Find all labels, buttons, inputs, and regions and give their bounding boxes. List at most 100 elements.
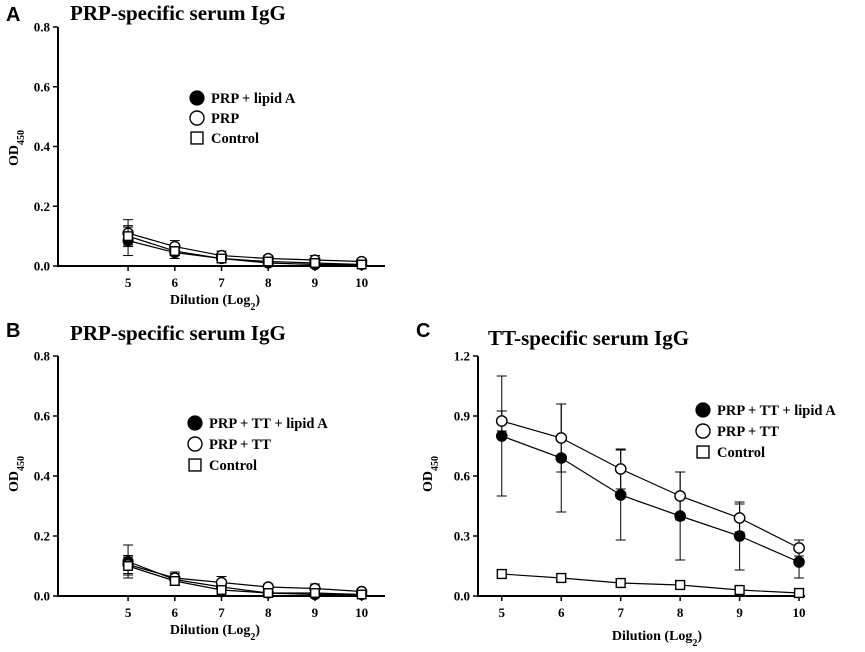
- panel-a-series-2: [123, 226, 367, 270]
- panel-b-legend: PRP + TT + lipid A PRP + TT Control: [187, 415, 328, 474]
- panel-c-title: TT-specific serum IgG: [488, 326, 689, 350]
- series-line: [501, 420, 800, 549]
- legend-marker: [695, 402, 711, 418]
- panel-a-plot: [122, 219, 368, 271]
- panel-c-y-tick-label: 0.0: [454, 589, 470, 604]
- panel-b-letter: B: [6, 320, 20, 342]
- panel-b-x-tick-label: 10: [355, 605, 368, 620]
- data-point: [169, 246, 180, 257]
- panel-b-x-label: Dilution (Log2): [170, 623, 261, 643]
- panel-a-x-label: Dilution (Log2): [170, 293, 261, 313]
- panel-b-y-label: OD450: [7, 456, 27, 492]
- panel-c-x-tick-label: 8: [677, 605, 684, 620]
- series-line: [127, 563, 362, 593]
- panel-b-y-tick-label: 0.2: [34, 529, 50, 544]
- legend-marker: [695, 423, 711, 439]
- data-point: [169, 576, 180, 586]
- data-point: [496, 568, 507, 580]
- panel-c-y-tick-label: 1.2: [454, 349, 470, 364]
- legend-item-1: PRP: [189, 110, 239, 127]
- panel-c-x-tick-label: 7: [617, 605, 624, 620]
- data-point: [793, 556, 805, 568]
- panel-c-y-tick-label: 0.3: [454, 529, 471, 544]
- legend-label: PRP + TT: [209, 437, 271, 453]
- data-point: [674, 490, 687, 502]
- panel-c-y-ticks: 0.0 0.3 0.6 0.9 1.2: [454, 349, 478, 604]
- series-line: [127, 235, 362, 266]
- panel-a-y-tick-label: 0.6: [34, 79, 51, 94]
- panel-b-y-tick-label: 0.0: [34, 589, 50, 604]
- panel-c-x-tick-label: 5: [499, 605, 506, 620]
- panel-b-axes: [57, 356, 385, 597]
- panel-a-axes: [57, 27, 385, 267]
- data-point: [123, 231, 134, 242]
- legend-item-2: Control: [188, 458, 257, 474]
- legend-marker: [187, 436, 203, 452]
- panel-c-axes: [477, 356, 805, 597]
- series-line: [127, 560, 362, 596]
- series-line: [501, 573, 800, 594]
- panel-a-x-tick-label: 10: [355, 275, 368, 290]
- series-line: [127, 240, 362, 266]
- data-point: [356, 589, 367, 600]
- legend-item-1: PRP + TT: [695, 423, 779, 440]
- panel-a-x-tick-label: 6: [172, 275, 179, 290]
- panel-a-letter: A: [6, 4, 20, 26]
- panel-a-title: PRP-specific serum IgG: [70, 1, 286, 25]
- panel-a-legend: PRP + lipid A PRP Control: [189, 90, 296, 147]
- panel-c-y-tick-label: 0.9: [454, 409, 471, 424]
- data-point: [123, 561, 134, 571]
- panel-b-y-tick-label: 0.4: [34, 469, 51, 484]
- data-point: [356, 259, 367, 270]
- data-point: [793, 587, 805, 599]
- panel-a-y-tick-label: 0.4: [34, 139, 51, 154]
- data-point: [309, 588, 320, 598]
- panel-c-plot: [495, 375, 805, 599]
- panel-c-letter: C: [416, 320, 430, 342]
- panel-c-x-tick-label: 10: [793, 605, 806, 620]
- legend-item-1: PRP + TT: [187, 436, 271, 453]
- data-point: [495, 415, 508, 427]
- legend-label: PRP: [211, 111, 239, 127]
- legend-marker: [187, 415, 203, 431]
- panel-a-y-tick-label: 0.8: [34, 20, 51, 35]
- panel-b-y-tick-label: 0.8: [34, 349, 51, 364]
- data-point: [734, 584, 745, 596]
- data-point: [615, 577, 626, 589]
- panel-b-x-tick-label: 5: [125, 605, 132, 620]
- data-point: [614, 463, 627, 475]
- data-point: [309, 258, 320, 268]
- series-line: [127, 565, 362, 596]
- legend-item-0: PRP + TT + lipid A: [187, 415, 328, 432]
- panel-a-x-tick-label: 5: [125, 275, 132, 290]
- panel-b-title: PRP-specific serum IgG: [70, 321, 286, 345]
- panel-c-series-2: [496, 568, 805, 599]
- data-point: [555, 432, 568, 444]
- panel-a-y-tick-label: 0.2: [34, 199, 50, 214]
- panel-b: B PRP-specific serum IgG 0.0 0.2 0.4 0.6 0.8…: [6, 320, 385, 643]
- data-point: [263, 256, 274, 267]
- data-point: [793, 542, 805, 554]
- data-point: [556, 572, 567, 584]
- panel-c-y-label: OD450: [421, 456, 441, 492]
- panel-a: A PRP-specific serum IgG 0.0 0.2 0.4 0.6 0.8…: [6, 1, 385, 313]
- panel-a-x-ticks: 5 6 7 8 9 10: [125, 266, 368, 290]
- panel-b-x-tick-label: 7: [218, 605, 225, 620]
- legend-label: Control: [211, 131, 259, 147]
- data-point: [216, 253, 227, 264]
- legend-marker: [189, 90, 205, 106]
- series-line: [127, 232, 362, 263]
- legend-item-2: Control: [696, 445, 765, 461]
- legend-item-2: Control: [190, 131, 259, 147]
- legend-item-0: PRP + TT + lipid A: [695, 402, 836, 419]
- panel-b-y-ticks: 0.0 0.2 0.4 0.6 0.8: [34, 349, 58, 604]
- legend-marker: [696, 445, 710, 459]
- panel-b-y-tick-label: 0.6: [34, 409, 51, 424]
- data-point: [614, 489, 627, 501]
- legend-label: PRP + TT: [717, 424, 779, 440]
- legend-marker: [189, 110, 205, 126]
- legend-label: PRP + TT + lipid A: [717, 403, 836, 419]
- panel-b-x-tick-label: 9: [312, 605, 319, 620]
- panel-c-x-label: Dilution (Log2): [612, 629, 703, 649]
